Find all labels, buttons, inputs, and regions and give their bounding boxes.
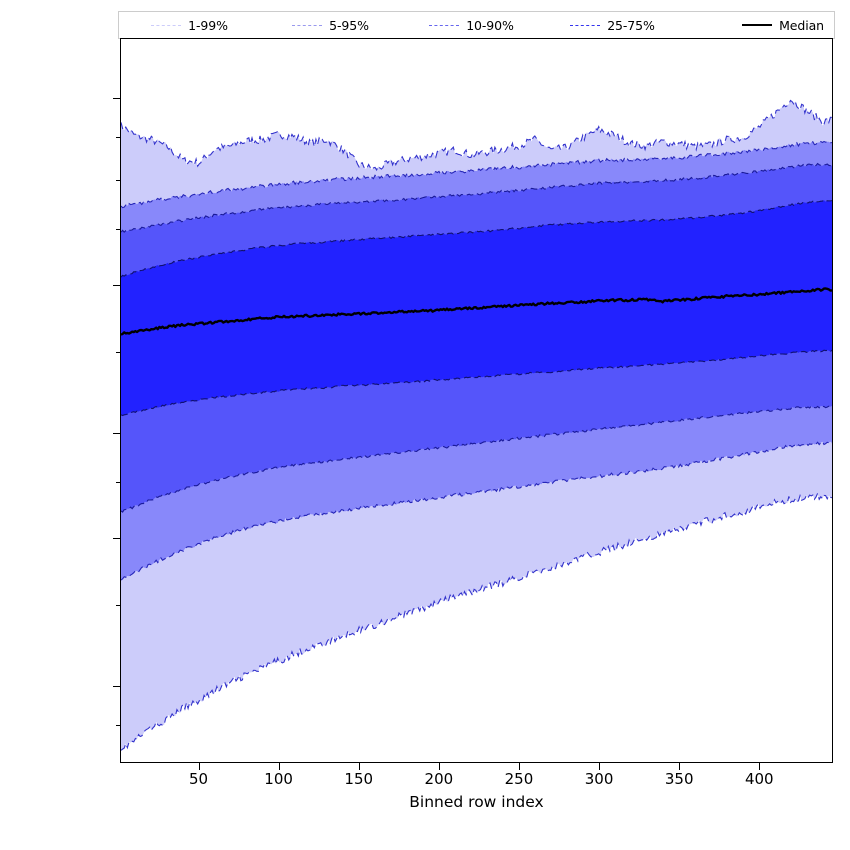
x-tick-mark [278,763,280,770]
y-minor-tick-mark [116,351,120,353]
legend-entry-5-95[interactable]: 5-95% [260,12,401,38]
x-tick-label: 250 [504,770,534,788]
x-axis-label: Binned row index [409,793,544,811]
y-minor-tick-mark [116,179,120,181]
x-tick-label: 350 [664,770,694,788]
x-tick-mark [518,763,520,770]
x-tick-label: 50 [188,770,209,788]
band-edge-10-90-upper [121,162,832,233]
legend-swatch-median-icon [742,24,773,26]
y-tick-mark [113,284,120,286]
x-tick-mark [759,763,761,770]
band-edge-5-95-lower [121,440,832,581]
x-tick-mark [198,763,200,770]
x-tick-mark [438,763,440,770]
x-tick-label: 400 [744,770,774,788]
band-edge-1-99-upper [121,99,832,172]
y-tick-mark [113,538,120,540]
x-tick-mark [358,763,360,770]
plot-axes [120,38,833,763]
y-minor-tick-mark [116,481,120,483]
legend-label: 10-90% [466,17,514,33]
y-tick-mark [113,686,120,688]
legend-swatch-25-75-icon [570,24,601,26]
legend-label: 1-99% [188,17,228,33]
y-minor-tick-mark [116,724,120,726]
legend-entry-25-75[interactable]: 25-75% [542,12,683,38]
legend-swatch-1-99-icon [151,24,182,26]
x-tick-mark [599,763,601,770]
y-minor-tick-mark [116,228,120,230]
x-tick-label: 300 [584,770,614,788]
x-tick-mark [679,763,681,770]
legend-swatch-10-90-icon [429,24,460,26]
median-line [121,287,832,336]
legend-entry-median[interactable]: Median [683,12,834,38]
y-minor-tick-mark [116,136,120,138]
chart-legend: 1-99% 5-95% 10-90% 25-75% Median [118,11,835,39]
y-tick-mark [113,98,120,100]
plot-canvas [121,99,832,751]
band-edge-25-75-upper [121,199,832,278]
band-edge-25-75-lower [121,349,832,417]
legend-entry-1-99[interactable]: 1-99% [119,12,260,38]
band-edge-1-99-lower [121,491,832,751]
legend-entry-10-90[interactable]: 10-90% [401,12,542,38]
x-tick-label: 150 [344,770,374,788]
legend-label: 5-95% [329,17,369,33]
y-minor-tick-mark [116,604,120,606]
legend-label: 25-75% [607,17,655,33]
x-tick-label: 200 [424,770,454,788]
legend-label: Median [779,17,824,33]
band-edge-5-95-upper [121,140,832,209]
legend-swatch-5-95-icon [292,24,323,26]
y-tick-mark [113,432,120,434]
x-tick-label: 100 [264,770,293,788]
